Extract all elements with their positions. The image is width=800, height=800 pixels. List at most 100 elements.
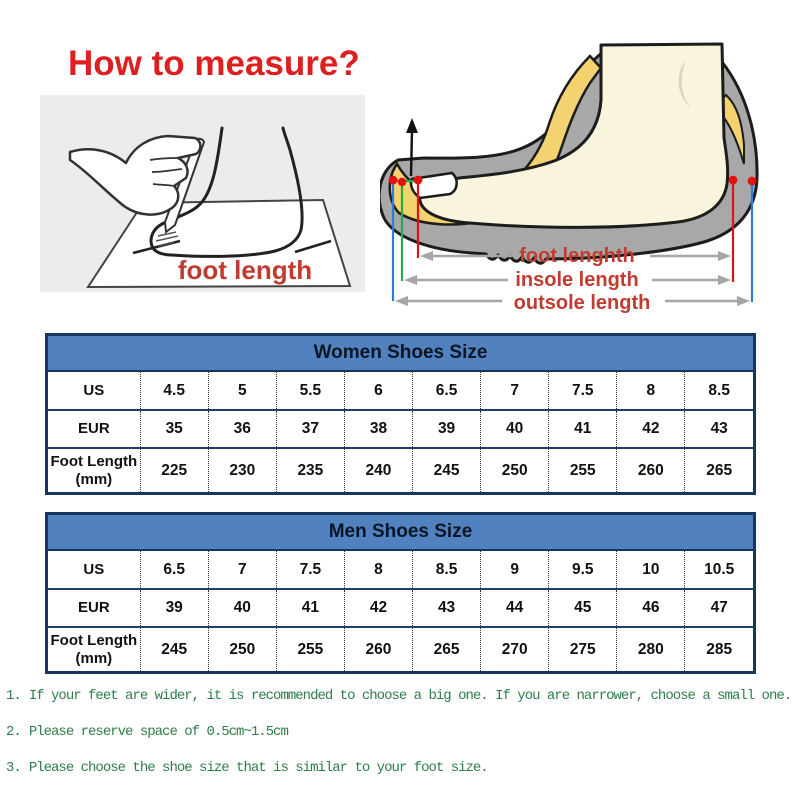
size-cell: 5 <box>207 372 277 410</box>
size-cell: 235 <box>275 447 345 492</box>
size-cell: 10 <box>616 551 685 589</box>
size-cell: 39 <box>139 588 209 627</box>
size-cell: 42 <box>343 588 413 627</box>
size-cell: 255 <box>275 626 345 671</box>
note-number: 2. <box>6 724 22 740</box>
size-cell: 7.5 <box>548 372 617 410</box>
arrow-left-1 <box>420 251 433 261</box>
arrow-left-2 <box>404 275 417 285</box>
size-cell: 7 <box>207 551 277 589</box>
size-cell: 37 <box>275 409 345 448</box>
size-cell: 35 <box>139 409 209 448</box>
table-row: Foot Length (mm) 225 230 235 240 245 250 255 260 2… <box>48 447 753 492</box>
arrow-right-2 <box>718 275 731 285</box>
size-cell: 7 <box>480 372 549 410</box>
size-cell: 275 <box>548 626 617 671</box>
row-header: Foot Length (mm) <box>48 447 141 492</box>
measure-illustration-panel: foot length <box>40 95 365 292</box>
size-cell: 260 <box>616 447 685 492</box>
size-cell: 6.5 <box>412 372 481 410</box>
paper-sheet <box>86 198 352 289</box>
table-row: EUR 35 36 37 38 39 40 41 42 43 <box>48 409 753 448</box>
pen-hatch-marks <box>155 231 179 247</box>
size-cell: 265 <box>412 626 481 671</box>
size-cell: 38 <box>343 409 413 448</box>
size-cell: 40 <box>480 409 549 448</box>
size-cell: 285 <box>684 626 753 671</box>
insole-length-label: insole length <box>515 269 639 291</box>
note-number: 1. <box>6 688 22 704</box>
table-row: US 6.5 7 7.5 8 8.5 9 9.5 10 10.5 <box>48 551 753 589</box>
men-size-table: Men Shoes Size US 6.5 7 7.5 8 8.5 9 9.5 10 10.5 EU… <box>45 512 756 674</box>
leg-shading-crescent <box>678 60 691 108</box>
size-cell: 8.5 <box>684 372 753 410</box>
table-row: EUR 39 40 41 42 43 44 45 46 47 <box>48 588 753 627</box>
size-cell: 43 <box>684 409 753 448</box>
size-cell: 240 <box>343 447 413 492</box>
up-arrow-head <box>406 118 418 133</box>
note-text: Please choose the shoe size that is simi… <box>28 760 489 776</box>
row-header: US <box>83 381 105 399</box>
arrow-right-3 <box>737 296 750 306</box>
page-title: How to measure? <box>68 44 360 83</box>
arrow-left-3 <box>395 296 408 306</box>
size-cell: 8 <box>343 551 413 589</box>
size-cell: 225 <box>139 447 209 492</box>
foot-length-caption: foot length <box>177 255 313 285</box>
size-cell: 41 <box>275 588 345 627</box>
foot-length-label: foot lenghth <box>519 245 635 267</box>
size-cell: 245 <box>139 626 209 671</box>
size-cell: 9.5 <box>548 551 617 589</box>
size-cell: 245 <box>412 447 481 492</box>
size-cell: 47 <box>684 588 753 627</box>
table-row: US 4.5 5 5.5 6 6.5 7 7.5 8 8.5 <box>48 372 753 410</box>
women-table-title: Women Shoes Size <box>48 336 753 372</box>
note-text: If your feet are wider, it is recommende… <box>28 688 792 704</box>
size-cell: 250 <box>480 447 549 492</box>
foot-tracing-drawing <box>68 126 352 289</box>
toe-gap-notch <box>409 171 458 200</box>
size-cell: 10.5 <box>684 551 753 589</box>
size-cell: 230 <box>207 447 277 492</box>
women-table-grid: US 4.5 5 5.5 6 6.5 7 7.5 8 8.5 EUR 35 36 37 38 39 40 41 42… <box>48 372 753 492</box>
note-line: 2. Please reserve space of 0.5cm~1.5cm <box>6 723 798 742</box>
size-cell: 44 <box>480 588 549 627</box>
size-cell: 8.5 <box>412 551 481 589</box>
size-cell: 42 <box>616 409 685 448</box>
shoe-illustration <box>380 42 759 306</box>
note-line: 1. If your feet are wider, it is recomme… <box>6 687 798 706</box>
size-cell: 45 <box>548 588 617 627</box>
size-cell: 9 <box>480 551 549 589</box>
measure-dots <box>388 175 757 187</box>
size-cell: 270 <box>480 626 549 671</box>
size-cell: 7.5 <box>275 551 345 589</box>
size-cell: 8 <box>616 372 685 410</box>
size-cell: 36 <box>207 409 277 448</box>
size-cell: 4.5 <box>139 372 209 410</box>
hand <box>68 134 202 216</box>
arrow-right-1 <box>718 251 731 261</box>
women-size-table: Women Shoes Size US 4.5 5 5.5 6 6.5 7 7.5 8 8.5 EU… <box>45 333 756 495</box>
men-table-title: Men Shoes Size <box>48 515 753 551</box>
size-cell: 41 <box>548 409 617 448</box>
row-header: EUR <box>48 409 141 448</box>
size-cell: 6 <box>343 372 413 410</box>
finger-lines <box>149 157 183 187</box>
note-line: 3. Please choose the shoe size that is s… <box>6 759 798 778</box>
size-cell: 39 <box>412 409 481 448</box>
table-row: Foot Length (mm) 245 250 255 260 265 270 275 280 2… <box>48 626 753 671</box>
men-table-grid: US 6.5 7 7.5 8 8.5 9 9.5 10 10.5 EUR 39 40 41 42 43 44 45… <box>48 551 753 671</box>
shoe-measure-diagram: foot lenghth insole length outsole lengt… <box>380 20 800 320</box>
size-cell: 250 <box>207 626 277 671</box>
size-cell: 6.5 <box>139 551 209 589</box>
up-arrow-icon <box>409 129 414 177</box>
size-cell: 260 <box>343 626 413 671</box>
foot-and-leg <box>418 42 730 229</box>
note-text: Please reserve space of 0.5cm~1.5cm <box>28 724 289 740</box>
row-header: EUR <box>48 588 141 627</box>
size-cell: 5.5 <box>275 372 345 410</box>
size-cell: 46 <box>616 588 685 627</box>
size-cell: 40 <box>207 588 277 627</box>
size-cell: 43 <box>412 588 481 627</box>
